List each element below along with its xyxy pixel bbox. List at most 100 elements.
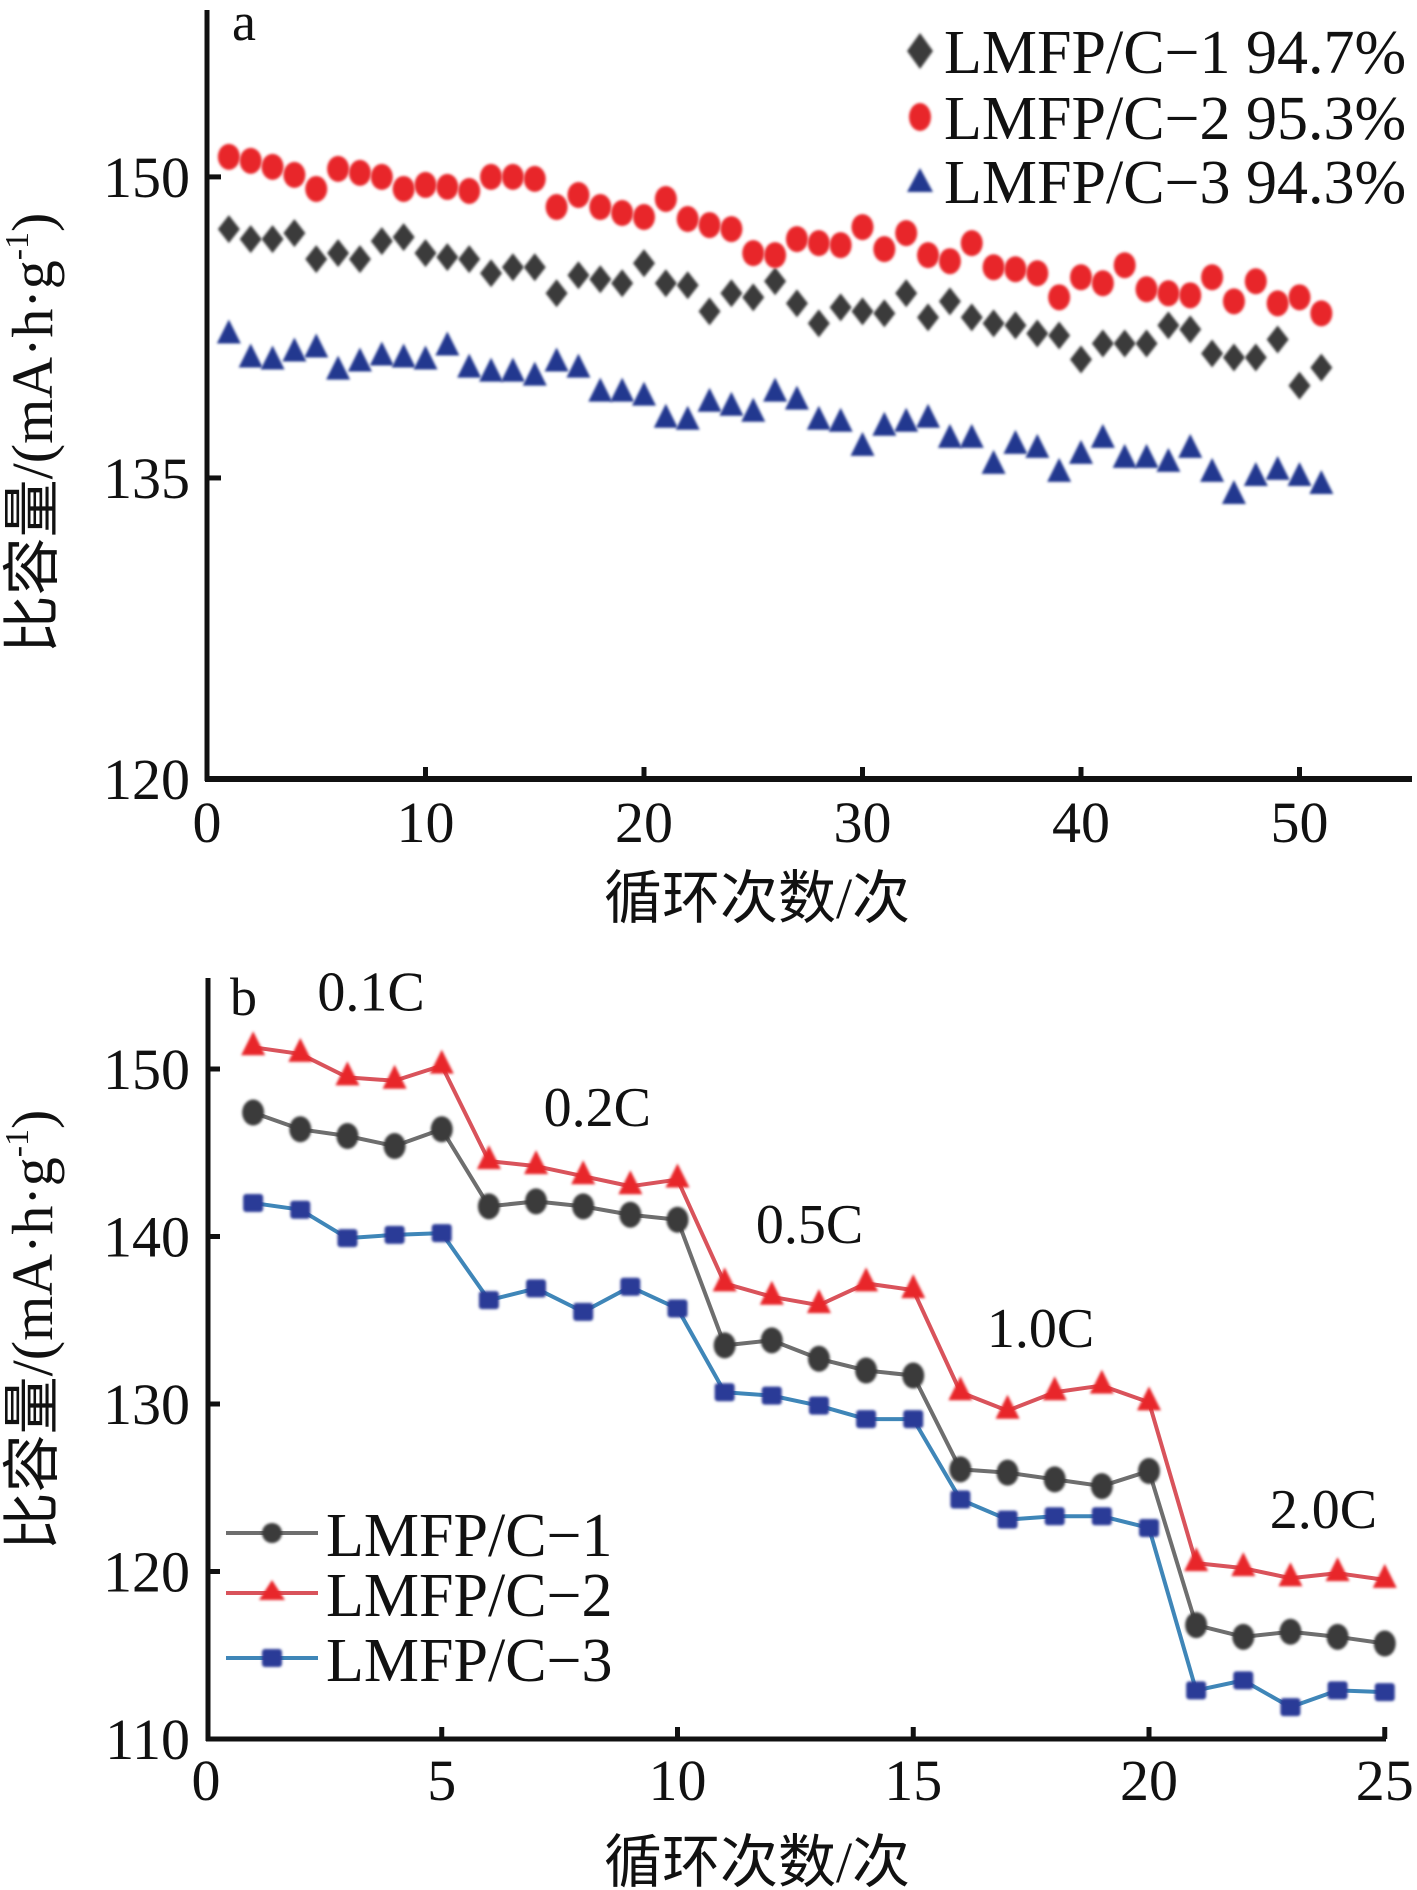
data-point bbox=[1134, 443, 1159, 468]
panel-b-y-axis-title: 比容量/(mA·h·g-1) bbox=[0, 1110, 65, 1551]
data-point bbox=[436, 243, 459, 272]
data-point bbox=[1287, 461, 1312, 486]
data-point bbox=[567, 261, 590, 290]
data-point bbox=[698, 212, 721, 239]
data-point bbox=[1309, 469, 1334, 494]
data-point bbox=[589, 194, 612, 221]
data-point bbox=[1233, 1671, 1254, 1690]
data-point bbox=[1047, 457, 1072, 482]
data-point bbox=[903, 1410, 924, 1429]
data-point bbox=[326, 355, 351, 380]
data-point bbox=[917, 242, 940, 269]
data-point bbox=[500, 357, 525, 382]
legend-item-lmfp-c-3: LMFP/C−3 bbox=[226, 1627, 613, 1695]
data-point bbox=[982, 309, 1005, 338]
data-point bbox=[261, 153, 284, 180]
data-point bbox=[1113, 252, 1136, 279]
data-point bbox=[1265, 455, 1290, 480]
series-lmfp-c-2 bbox=[217, 143, 1333, 327]
data-point bbox=[523, 253, 546, 282]
data-point bbox=[764, 242, 787, 269]
data-point bbox=[1138, 1458, 1160, 1484]
data-point bbox=[895, 220, 918, 247]
data-point bbox=[430, 1116, 453, 1143]
panel-b-y-axis-title-sup: -1 bbox=[0, 1129, 36, 1157]
data-point bbox=[764, 267, 787, 296]
x-tick-label: 40 bbox=[1052, 790, 1110, 855]
data-point bbox=[742, 240, 765, 267]
data-point bbox=[854, 1267, 879, 1292]
data-point bbox=[1327, 1681, 1348, 1700]
series-lmfp-c-2 bbox=[241, 1031, 1397, 1588]
rate-annotation: 0.5C bbox=[756, 1194, 863, 1256]
data-point bbox=[996, 1459, 1019, 1486]
data-point bbox=[544, 347, 569, 372]
data-point bbox=[1244, 343, 1267, 372]
legend-item-lmfp-c-1: LMFP/C−1 bbox=[226, 1502, 613, 1570]
data-point bbox=[806, 405, 831, 430]
data-point bbox=[435, 331, 460, 356]
data-point bbox=[872, 411, 897, 436]
data-point bbox=[288, 1037, 313, 1062]
data-point bbox=[282, 337, 307, 362]
data-point bbox=[632, 381, 656, 406]
legend-label: LMFP/C−2 bbox=[326, 1562, 613, 1630]
data-point bbox=[1090, 423, 1115, 448]
square-marker-icon bbox=[262, 1649, 282, 1667]
data-point bbox=[937, 423, 962, 448]
data-point bbox=[1201, 339, 1224, 368]
data-point bbox=[1200, 457, 1225, 482]
data-point bbox=[1090, 1473, 1113, 1500]
legend-label: LMFP/C−2 95.3% bbox=[944, 85, 1406, 153]
data-point bbox=[1048, 284, 1071, 311]
legend-label: LMFP/C−3 94.3% bbox=[944, 149, 1406, 217]
data-point bbox=[1070, 264, 1092, 291]
data-point bbox=[741, 397, 766, 422]
data-point bbox=[610, 377, 635, 402]
data-point bbox=[383, 1133, 406, 1160]
data-point bbox=[676, 271, 699, 300]
data-point bbox=[856, 1410, 877, 1429]
x-tick-label: 20 bbox=[1120, 1748, 1178, 1813]
series-lmfp-c-1 bbox=[242, 1099, 1396, 1657]
x-tick-label: 5 bbox=[427, 1748, 456, 1813]
data-point bbox=[960, 303, 983, 332]
data-point bbox=[850, 431, 875, 456]
data-point bbox=[573, 1302, 594, 1321]
data-point bbox=[261, 225, 284, 254]
y-tick-label: 120 bbox=[103, 747, 190, 812]
data-point bbox=[720, 216, 743, 243]
data-point bbox=[457, 353, 482, 378]
data-point bbox=[566, 353, 591, 378]
data-point bbox=[384, 1225, 405, 1244]
triangle-marker-icon bbox=[259, 1580, 285, 1600]
data-point bbox=[1222, 343, 1245, 372]
data-point bbox=[458, 245, 481, 274]
data-point bbox=[851, 214, 874, 241]
legend-label: LMFP/C−3 bbox=[326, 1627, 613, 1695]
data-point bbox=[1112, 443, 1137, 468]
data-point bbox=[697, 387, 722, 412]
data-point bbox=[1026, 319, 1049, 348]
data-point bbox=[873, 236, 896, 263]
circle-marker-icon bbox=[909, 103, 931, 131]
data-point bbox=[1325, 1557, 1350, 1582]
legend-label: LMFP/C−1 bbox=[326, 1502, 613, 1570]
legend-label: LMFP/C−1 94.7% bbox=[944, 19, 1406, 87]
data-point bbox=[1185, 1612, 1208, 1639]
data-point bbox=[981, 449, 1006, 474]
data-point bbox=[382, 1064, 407, 1089]
data-point bbox=[720, 279, 743, 308]
data-point bbox=[523, 165, 546, 192]
data-point bbox=[698, 297, 721, 326]
data-point bbox=[242, 1099, 265, 1126]
data-point bbox=[477, 1193, 500, 1220]
data-point bbox=[784, 385, 809, 410]
data-point bbox=[1157, 311, 1180, 340]
data-point bbox=[1201, 264, 1224, 291]
data-point bbox=[666, 1206, 689, 1233]
data-point bbox=[1026, 260, 1049, 287]
panel-a-y-axis-title: 比容量/(mA·h·g-1) bbox=[0, 213, 65, 654]
panel-a-y-axis-title-sup: -1 bbox=[0, 232, 36, 260]
data-point bbox=[948, 1376, 973, 1401]
